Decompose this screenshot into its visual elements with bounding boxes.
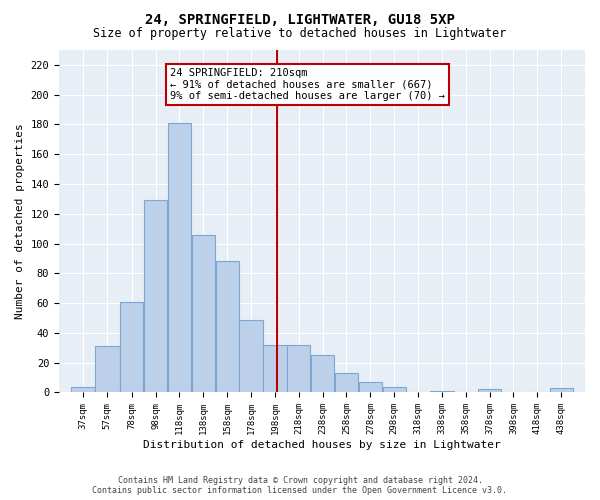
Bar bbox=[71, 386, 95, 392]
Bar bbox=[287, 345, 310, 393]
Text: Size of property relative to detached houses in Lightwater: Size of property relative to detached ho… bbox=[94, 28, 506, 40]
Y-axis label: Number of detached properties: Number of detached properties bbox=[15, 124, 25, 319]
X-axis label: Distribution of detached houses by size in Lightwater: Distribution of detached houses by size … bbox=[143, 440, 501, 450]
Bar bbox=[359, 382, 382, 392]
Bar bbox=[215, 262, 239, 392]
Bar bbox=[95, 346, 119, 393]
Bar bbox=[192, 234, 215, 392]
Bar bbox=[335, 373, 358, 392]
Bar bbox=[478, 390, 501, 392]
Bar bbox=[263, 345, 287, 393]
Text: 24, SPRINGFIELD, LIGHTWATER, GU18 5XP: 24, SPRINGFIELD, LIGHTWATER, GU18 5XP bbox=[145, 12, 455, 26]
Bar bbox=[168, 123, 191, 392]
Text: 24 SPRINGFIELD: 210sqm
← 91% of detached houses are smaller (667)
9% of semi-det: 24 SPRINGFIELD: 210sqm ← 91% of detached… bbox=[170, 68, 445, 101]
Bar bbox=[144, 200, 167, 392]
Bar bbox=[430, 391, 454, 392]
Bar bbox=[239, 320, 263, 392]
Bar bbox=[383, 386, 406, 392]
Text: Contains HM Land Registry data © Crown copyright and database right 2024.
Contai: Contains HM Land Registry data © Crown c… bbox=[92, 476, 508, 495]
Bar bbox=[311, 355, 334, 393]
Bar bbox=[120, 302, 143, 392]
Bar bbox=[550, 388, 573, 392]
